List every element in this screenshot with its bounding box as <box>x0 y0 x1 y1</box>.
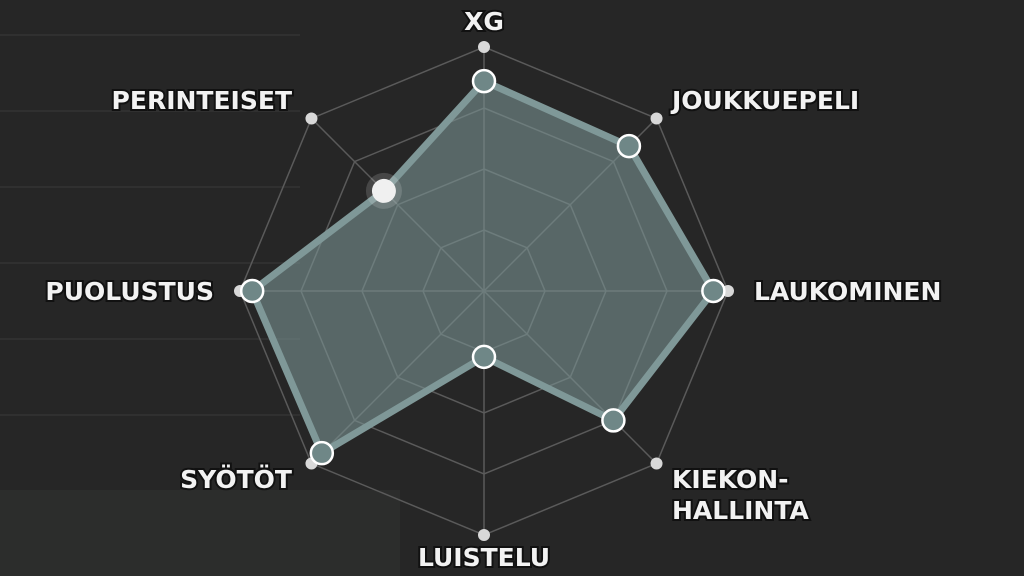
axis-label: XG <box>464 7 504 36</box>
axis-end-dot <box>478 529 490 541</box>
data-point-highlighted <box>371 178 396 203</box>
axis-label-line: SYÖTÖT <box>180 464 292 494</box>
axis-end-dot <box>478 41 490 53</box>
axis-label: LAUKOMINEN <box>754 277 941 306</box>
axis-label-line: PERINTEISET <box>112 86 292 115</box>
axis-label-line: JOUKKUEPELI <box>670 86 859 115</box>
data-point <box>309 440 335 466</box>
background-stripe <box>0 262 300 264</box>
data-point <box>471 344 497 370</box>
background-stripe <box>0 186 300 188</box>
data-point <box>701 278 726 304</box>
data-point <box>471 68 497 94</box>
axis-label: JOUKKUEPELI <box>670 86 859 115</box>
axis-label: LUISTELU <box>418 543 550 572</box>
background-stripe <box>0 338 300 340</box>
axis-label-line: LUISTELU <box>418 543 550 572</box>
axis-label-line: PUOLUSTUS <box>45 277 214 306</box>
axis-label: KIEKON-HALLINTA <box>672 465 809 525</box>
data-point <box>616 133 642 159</box>
axis-label: PERINTEISET <box>112 86 292 115</box>
data-point <box>239 278 265 304</box>
axis-label-line: KIEKON- <box>672 465 789 494</box>
data-area <box>247 76 718 459</box>
background-band <box>0 490 400 576</box>
background-stripe <box>0 110 300 112</box>
axis-end-dot <box>650 457 663 470</box>
axis-label-line: HALLINTA <box>672 496 809 525</box>
background-stripe <box>0 414 300 416</box>
background-stripe <box>0 34 300 36</box>
axis-end-dot <box>650 112 663 125</box>
axis-end-dot <box>305 112 318 125</box>
axis-label-line: LAUKOMINEN <box>754 277 941 306</box>
axis-label-line: XG <box>464 7 504 36</box>
axis-label: PUOLUSTUS <box>45 277 214 306</box>
axis-label: SYÖTÖT <box>180 464 292 494</box>
data-point <box>601 408 626 433</box>
